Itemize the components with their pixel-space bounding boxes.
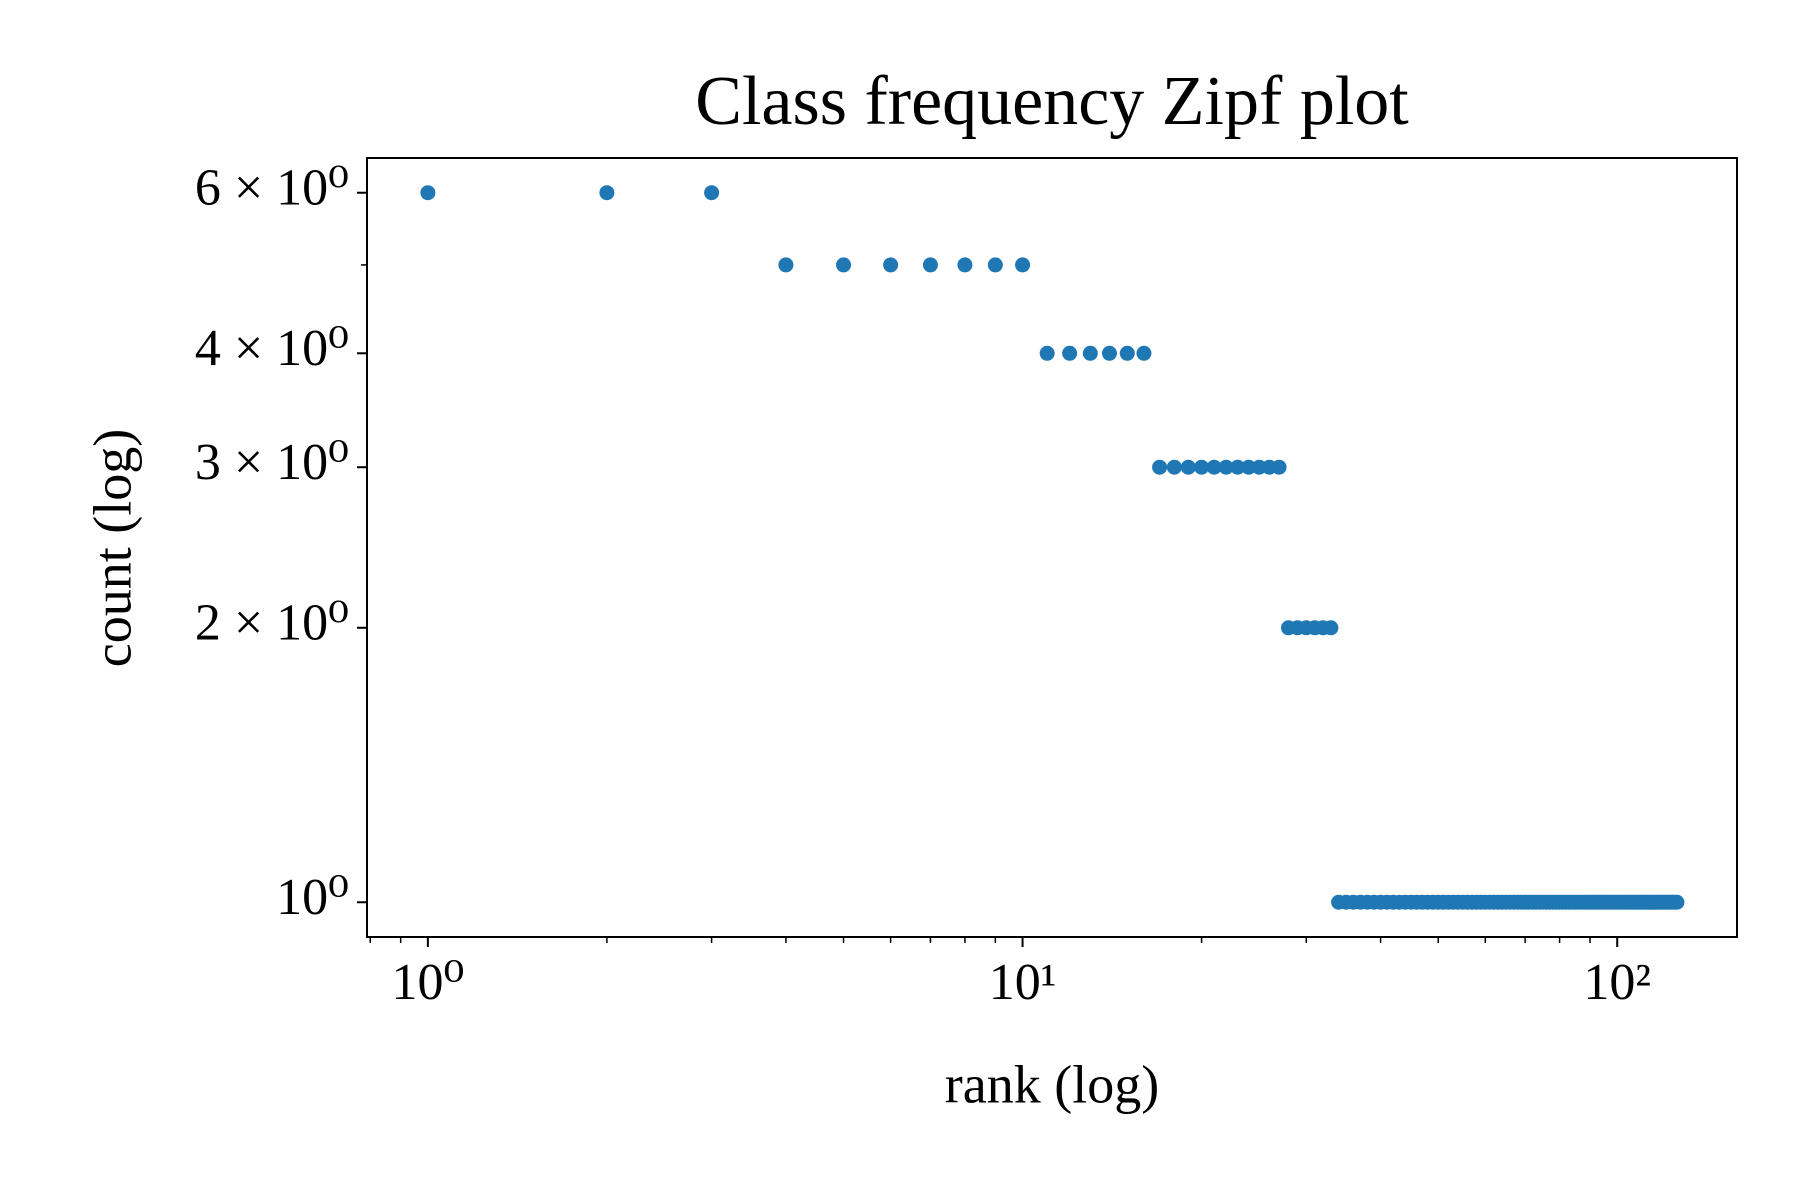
point xyxy=(420,185,436,201)
point xyxy=(1230,459,1246,475)
point xyxy=(922,257,938,273)
point xyxy=(883,257,899,273)
point xyxy=(1669,894,1685,910)
point xyxy=(1082,345,1098,361)
y-tick-label: 10⁰ xyxy=(276,869,349,926)
point xyxy=(1194,459,1210,475)
x-tick-label: 10² xyxy=(1583,954,1651,1011)
y-axis-label: count (log) xyxy=(82,429,142,667)
x-tick-label: 10⁰ xyxy=(391,954,464,1011)
point xyxy=(1323,620,1339,636)
point xyxy=(1119,345,1135,361)
x-axis-label: rank (log) xyxy=(945,1054,1159,1114)
point xyxy=(599,185,615,201)
point xyxy=(1136,345,1152,361)
point xyxy=(1180,459,1196,475)
point xyxy=(836,257,852,273)
y-tick-label: 6 × 10⁰ xyxy=(195,160,349,217)
point xyxy=(1218,459,1234,475)
point xyxy=(1206,459,1222,475)
point xyxy=(1271,459,1287,475)
point xyxy=(1152,459,1168,475)
x-tick-label: 10¹ xyxy=(989,954,1057,1011)
point xyxy=(957,257,973,273)
point xyxy=(778,257,794,273)
point xyxy=(1166,459,1182,475)
point xyxy=(1015,257,1031,273)
point xyxy=(987,257,1003,273)
point xyxy=(704,185,720,201)
point xyxy=(1039,345,1055,361)
plot-frame xyxy=(366,157,1738,938)
y-tick-label: 3 × 10⁰ xyxy=(195,434,349,491)
chart-title: Class frequency Zipf plot xyxy=(695,63,1409,140)
point xyxy=(1101,345,1117,361)
y-tick-label: 4 × 10⁰ xyxy=(195,320,349,377)
point xyxy=(1241,459,1257,475)
y-tick-label: 2 × 10⁰ xyxy=(195,595,349,652)
point xyxy=(1062,345,1078,361)
